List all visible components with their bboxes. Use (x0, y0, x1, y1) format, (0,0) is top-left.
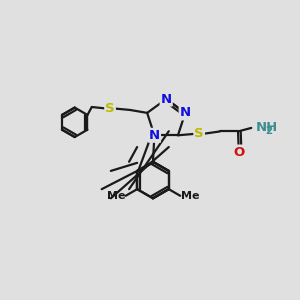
Text: 2: 2 (266, 126, 272, 136)
Text: Me: Me (106, 191, 125, 201)
Text: N: N (180, 106, 191, 119)
Text: N: N (160, 93, 172, 106)
Text: S: S (194, 127, 204, 140)
Text: S: S (105, 102, 115, 115)
Text: O: O (233, 146, 244, 159)
Text: Me: Me (181, 191, 199, 201)
Text: NH: NH (255, 122, 278, 134)
Text: N: N (149, 129, 160, 142)
